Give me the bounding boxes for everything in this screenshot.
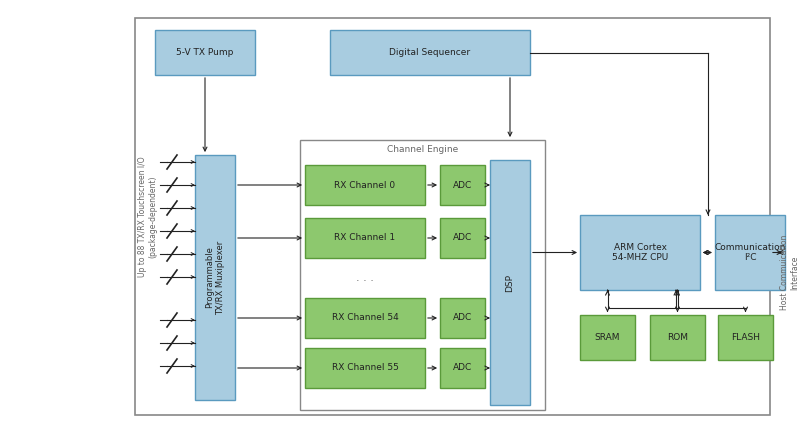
Text: . . .: . . . — [356, 273, 374, 283]
Text: Up to 88 TX/RX Touchscreen I/O
(package-dependent): Up to 88 TX/RX Touchscreen I/O (package-… — [138, 156, 158, 277]
Text: Communication
I²C: Communication I²C — [714, 243, 786, 262]
Text: ARM Cortex
54-MHZ CPU: ARM Cortex 54-MHZ CPU — [612, 243, 668, 262]
Bar — [195, 155, 235, 400]
Text: 5-V TX Pump: 5-V TX Pump — [176, 48, 234, 57]
Bar — [300, 140, 545, 410]
Bar — [305, 165, 425, 205]
Bar — [305, 348, 425, 388]
Bar — [440, 218, 485, 258]
Text: FLASH: FLASH — [731, 333, 760, 342]
Text: RX Channel 55: RX Channel 55 — [331, 363, 398, 372]
Bar — [580, 315, 635, 360]
Text: Programmable
TX/RX Muxiplexer: Programmable TX/RX Muxiplexer — [206, 240, 225, 315]
Text: Host Commuication
Interface: Host Commuication Interface — [780, 235, 800, 310]
Text: ROM: ROM — [667, 333, 688, 342]
Bar — [330, 30, 530, 75]
Text: ADC: ADC — [453, 363, 472, 372]
Text: ADC: ADC — [453, 313, 472, 323]
Bar — [440, 298, 485, 338]
Bar — [305, 298, 425, 338]
Bar — [155, 30, 255, 75]
Bar — [650, 315, 705, 360]
Bar — [580, 215, 700, 290]
Bar — [715, 215, 785, 290]
Text: ADC: ADC — [453, 181, 472, 190]
Text: RX Channel 54: RX Channel 54 — [332, 313, 398, 323]
Text: RX Channel 0: RX Channel 0 — [334, 181, 395, 190]
Text: RX Channel 1: RX Channel 1 — [334, 233, 395, 242]
Bar — [135, 18, 770, 415]
Text: SRAM: SRAM — [594, 333, 620, 342]
Text: ADC: ADC — [453, 233, 472, 242]
Bar — [490, 160, 530, 405]
Text: Channel Engine: Channel Engine — [387, 145, 458, 155]
Text: DSP: DSP — [506, 274, 514, 291]
Bar — [440, 348, 485, 388]
Bar — [305, 218, 425, 258]
Text: Digital Sequencer: Digital Sequencer — [390, 48, 470, 57]
Bar — [718, 315, 773, 360]
Bar — [440, 165, 485, 205]
